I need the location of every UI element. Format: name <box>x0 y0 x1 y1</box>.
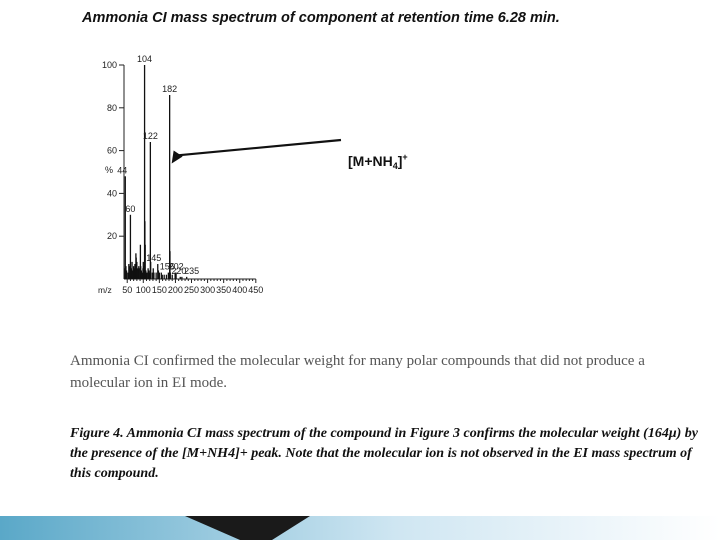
peak-label: 182 <box>162 84 177 94</box>
slide-title: Ammonia CI mass spectrum of component at… <box>82 10 560 26</box>
footer-dark-wedge <box>185 516 310 540</box>
x-tick-label: 400 <box>232 285 247 295</box>
peak-label: 104 <box>137 54 152 64</box>
annotation-arrow-line <box>176 138 342 157</box>
chart-annotation: [M+NH4]+ <box>171 138 408 171</box>
peak-label: 220 <box>171 266 186 276</box>
x-axis-label: m/z <box>98 285 112 295</box>
peak-label: 44 <box>117 165 127 175</box>
annotation-bracket: ] <box>398 153 403 169</box>
annotation-superscript: + <box>402 152 407 162</box>
x-tick-label: 50 <box>122 285 132 295</box>
y-axis-label: % <box>105 165 113 175</box>
peak-label: 145 <box>146 253 161 263</box>
y-tick-label: 80 <box>107 103 117 113</box>
y-tick-label: 20 <box>107 231 117 241</box>
slide-caption: Ammonia CI confirmed the molecular weigh… <box>70 353 645 391</box>
figure-caption: Figure 4. Ammonia CI mass spectrum of th… <box>70 426 698 481</box>
footer-decoration <box>0 516 720 540</box>
y-tick-label: 60 <box>107 146 117 156</box>
y-tick-label: 40 <box>107 188 117 198</box>
x-tick-label: 100 <box>136 285 151 295</box>
peak-label: 202 <box>169 262 184 272</box>
annotation-arrow-head <box>171 150 183 164</box>
peak-label: 235 <box>184 266 199 276</box>
peak-label: 122 <box>143 131 158 141</box>
annotation-label: [M+NH4]+ <box>348 152 408 171</box>
peak-label: 156 <box>160 262 175 272</box>
annotation-main: [M+NH <box>348 153 393 169</box>
annotation-subscript: 4 <box>393 161 398 171</box>
peak-label: 60 <box>125 204 135 214</box>
x-tick-label: 300 <box>200 285 215 295</box>
footer-gradient-band <box>0 516 720 540</box>
x-tick-label: 250 <box>184 285 199 295</box>
x-tick-label: 350 <box>216 285 231 295</box>
x-tick-label: 450 <box>248 285 263 295</box>
chart-peaks <box>124 65 188 279</box>
x-tick-label: 150 <box>152 285 167 295</box>
x-tick-label: 200 <box>168 285 183 295</box>
y-tick-label: 100 <box>102 60 117 70</box>
